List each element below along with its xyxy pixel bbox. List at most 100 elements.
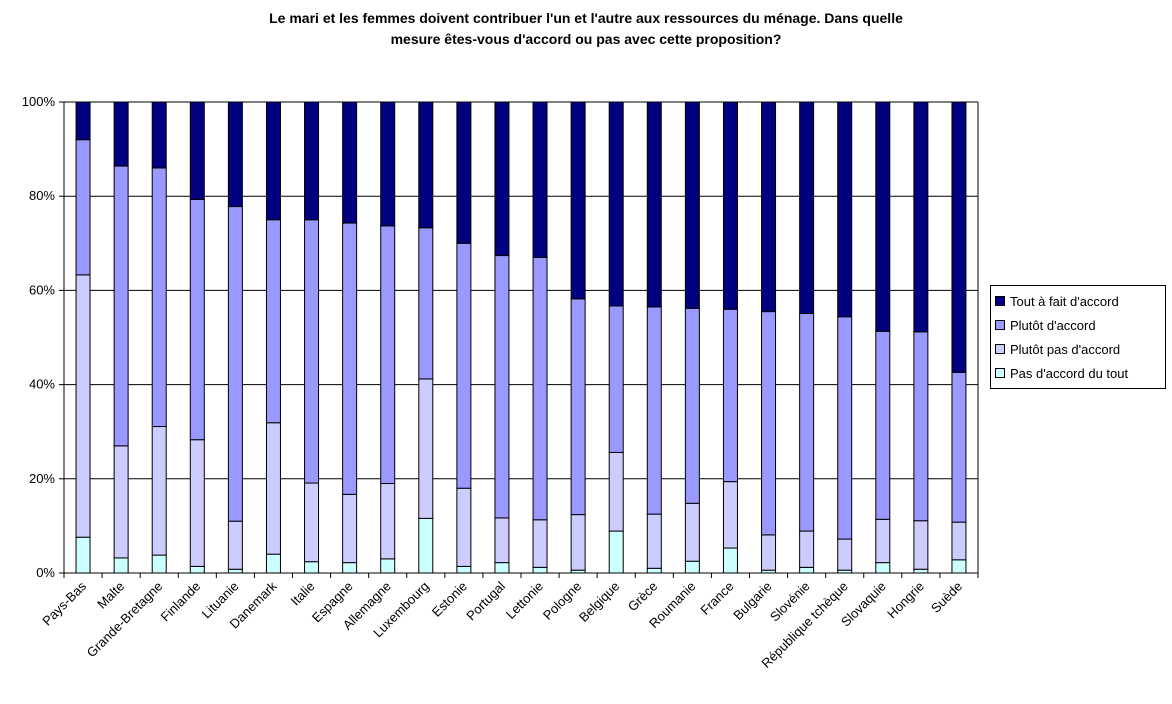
chart-title: Le mari et les femmes doivent contribuer… <box>0 8 1172 50</box>
bar-segment-8-2 <box>380 225 396 485</box>
x-tick-label-23: Suède <box>928 579 965 616</box>
bar-segment-4-2 <box>227 206 243 522</box>
legend-item-pas-du-tout: Pas d'accord du tout <box>995 361 1161 385</box>
x-tick-label-12: Lettonie <box>503 579 546 622</box>
bar-segment-4-0 <box>227 568 243 574</box>
y-tick-label-2: 40% <box>29 377 55 392</box>
bar-segment-3-2 <box>189 198 205 441</box>
bar-segment-12-2 <box>532 256 548 521</box>
bar-segment-21-1 <box>875 518 891 564</box>
bar-segment-19-2 <box>799 312 815 532</box>
bar-segment-4-1 <box>227 520 243 570</box>
bar-segment-17-2 <box>722 308 738 483</box>
x-tick-label-6: Italie <box>288 579 318 609</box>
bar-segment-20-2 <box>837 316 853 540</box>
y-tick-label-0: 0% <box>36 565 55 580</box>
bar-segment-13-2 <box>570 298 586 516</box>
bar-segment-0-1 <box>75 274 91 538</box>
bar-segment-6-2 <box>304 219 320 484</box>
legend-swatch-tout-a-fait <box>995 296 1005 306</box>
x-tick-label-22: Hongrie <box>884 579 927 622</box>
bar-segment-16-0 <box>684 560 700 574</box>
bar-segment-11-2 <box>494 255 510 519</box>
bar-segment-20-1 <box>837 538 853 571</box>
bar-segment-19-0 <box>799 566 815 574</box>
bar-segment-10-1 <box>456 487 472 567</box>
y-tick-label-5: 100% <box>22 94 56 109</box>
bar-segment-21-2 <box>875 330 891 520</box>
bar-segment-2-0 <box>151 554 167 574</box>
bar-segment-16-1 <box>684 502 700 562</box>
bar-segment-3-1 <box>189 439 205 567</box>
bar-segment-14-1 <box>608 451 624 532</box>
legend-swatch-plutot-accord <box>995 320 1005 330</box>
bar-segment-6-0 <box>304 561 320 574</box>
bar-segment-23-1 <box>951 521 967 561</box>
legend-label-plutot-pas: Plutôt pas d'accord <box>1010 341 1121 357</box>
bar-segment-15-3 <box>646 101 662 308</box>
bar-segment-21-3 <box>875 101 891 332</box>
bar-segment-0-3 <box>75 101 91 141</box>
bar-segment-11-3 <box>494 101 510 257</box>
bar-segment-10-3 <box>456 101 472 244</box>
bar-segment-18-2 <box>761 311 777 536</box>
bar-segment-7-2 <box>342 222 358 495</box>
bar-segment-9-2 <box>418 227 434 380</box>
bar-segment-6-1 <box>304 482 320 563</box>
bar-segment-23-3 <box>951 101 967 373</box>
bar-segment-5-3 <box>265 101 281 221</box>
legend-item-tout-a-fait: Tout à fait d'accord <box>995 289 1161 313</box>
bar-segment-1-3 <box>113 101 129 167</box>
bar-segment-18-1 <box>761 534 777 571</box>
bar-segment-8-1 <box>380 483 396 560</box>
bar-segment-2-1 <box>151 426 167 556</box>
bar-segment-8-3 <box>380 101 396 227</box>
bar-segment-7-1 <box>342 493 358 564</box>
bar-segment-22-3 <box>913 101 929 333</box>
bar-segment-8-0 <box>380 558 396 574</box>
bar-segment-1-0 <box>113 557 129 574</box>
chart-title-line-2: mesure êtes-vous d'accord ou pas avec ce… <box>390 31 782 47</box>
bar-segment-14-3 <box>608 101 624 307</box>
x-tick-label-15: Grèce <box>625 579 661 615</box>
bar-segment-7-3 <box>342 101 358 224</box>
bar-segment-13-3 <box>570 101 586 300</box>
x-tick-label-14: Belgique <box>576 579 622 625</box>
bar-segment-2-3 <box>151 101 167 169</box>
bar-segment-22-1 <box>913 520 929 570</box>
chart-legend: Tout à fait d'accord Plutôt d'accord Plu… <box>990 285 1166 389</box>
bar-segment-4-3 <box>227 101 243 208</box>
x-tick-label-11: Portugal <box>463 578 508 623</box>
bar-segment-18-3 <box>761 101 777 313</box>
bar-segment-12-3 <box>532 101 548 258</box>
bar-segment-3-0 <box>189 565 205 574</box>
bar-segment-11-1 <box>494 517 510 564</box>
bar-segment-11-0 <box>494 562 510 574</box>
bar-segment-19-3 <box>799 101 815 314</box>
bar-segment-1-2 <box>113 165 129 447</box>
bar-segment-15-2 <box>646 306 662 515</box>
legend-swatch-pas-du-tout <box>995 368 1005 378</box>
bar-segment-0-2 <box>75 139 91 276</box>
bar-segment-1-1 <box>113 445 129 559</box>
bar-segment-20-3 <box>837 101 853 318</box>
bar-segment-10-2 <box>456 242 472 489</box>
bar-segment-22-2 <box>913 331 929 522</box>
bar-segment-5-1 <box>265 422 281 555</box>
bar-segment-17-3 <box>722 101 738 310</box>
bar-segment-9-1 <box>418 378 434 519</box>
legend-label-plutot-accord: Plutôt d'accord <box>1010 317 1096 333</box>
bar-segment-15-1 <box>646 513 662 569</box>
bar-segment-5-0 <box>265 553 281 574</box>
legend-item-plutot-accord: Plutôt d'accord <box>995 313 1161 337</box>
bar-segment-15-0 <box>646 567 662 574</box>
bar-segment-7-0 <box>342 562 358 574</box>
bar-segment-12-0 <box>532 566 548 574</box>
bar-segment-13-1 <box>570 514 586 571</box>
bar-segment-17-0 <box>722 547 738 574</box>
bar-segment-21-0 <box>875 562 891 574</box>
chart-title-line-1: Le mari et les femmes doivent contribuer… <box>269 10 903 26</box>
bar-segment-6-3 <box>304 101 320 221</box>
bar-segment-17-1 <box>722 481 738 549</box>
